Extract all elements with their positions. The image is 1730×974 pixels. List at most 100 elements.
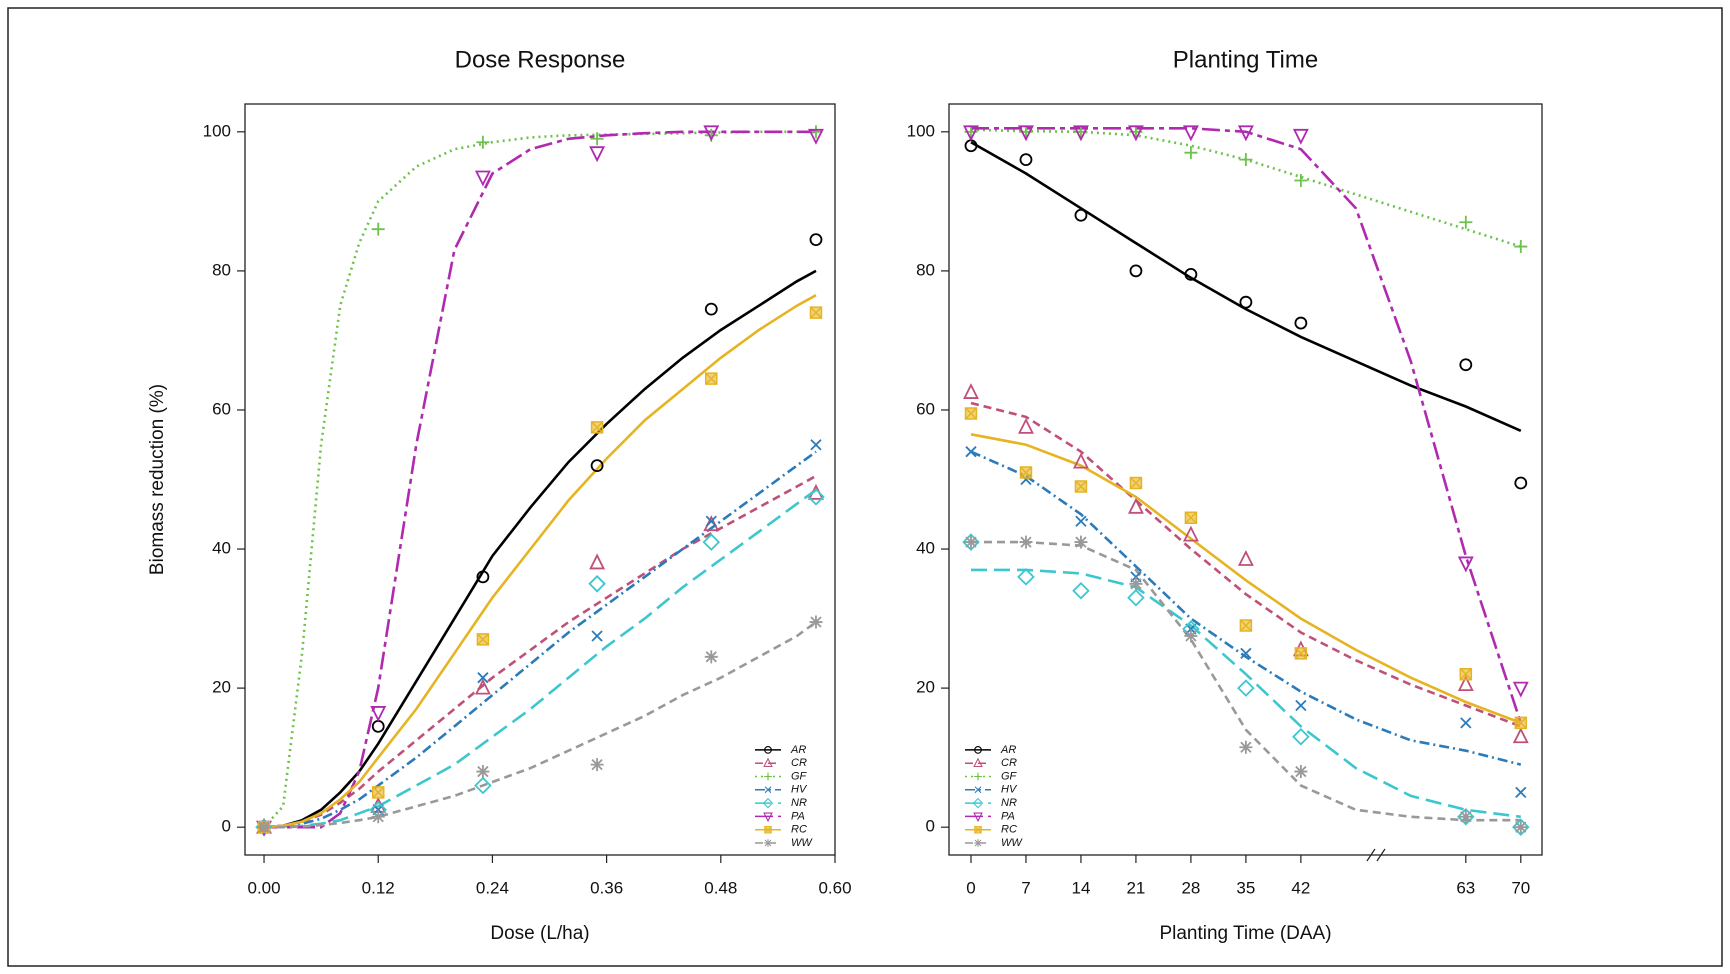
data-point <box>1017 568 1035 586</box>
data-point <box>474 678 491 695</box>
legend-label: AR <box>790 744 806 756</box>
data-point <box>1019 466 1033 479</box>
data-point <box>704 650 718 664</box>
data-point <box>1074 535 1088 549</box>
data-point <box>590 459 604 472</box>
legend-marker <box>974 786 982 794</box>
data-point <box>963 383 979 399</box>
data-point <box>1074 208 1088 222</box>
legend-label: NR <box>791 797 807 809</box>
fit-line <box>970 401 1522 728</box>
fit-line <box>971 127 1523 724</box>
y-tick-label: 80 <box>212 260 231 279</box>
x-tick-label: 0.36 <box>590 878 623 897</box>
x-tick-label: 28 <box>1181 878 1200 897</box>
data-point <box>964 407 978 420</box>
legend-label: HV <box>791 784 808 796</box>
legend-marker <box>764 786 772 794</box>
legend-marker <box>764 746 772 754</box>
legend-marker <box>764 825 772 834</box>
data-point <box>1184 267 1198 281</box>
data-point <box>371 222 385 236</box>
data-point <box>809 615 823 629</box>
data-point <box>1018 417 1034 434</box>
data-point <box>1240 647 1252 659</box>
data-point <box>371 719 385 733</box>
data-point <box>963 125 979 142</box>
data-point <box>1129 577 1143 591</box>
data-point <box>1237 125 1254 142</box>
data-point <box>590 132 604 146</box>
x-tick-label: 35 <box>1236 878 1255 897</box>
x-tick-label: 21 <box>1126 878 1145 897</box>
data-point <box>1237 549 1254 566</box>
x-tick-label: 0.12 <box>362 878 395 897</box>
y-axis-label: Biomass reduction (%) <box>147 384 168 575</box>
legend-label: CR <box>791 757 807 769</box>
x-tick-label: 0.24 <box>476 878 509 897</box>
plot-frame <box>948 103 1543 856</box>
x-tick-label: 0.60 <box>818 878 851 897</box>
x-axis-label: Planting Time (DAA) <box>1159 923 1331 944</box>
data-point <box>1457 675 1474 692</box>
data-point <box>1072 581 1090 600</box>
data-point <box>1295 699 1307 712</box>
legend-marker <box>764 839 772 847</box>
legend-marker <box>973 757 983 768</box>
legend-marker <box>974 746 982 754</box>
fit-line <box>970 450 1522 766</box>
data-point <box>1294 647 1308 660</box>
fit-line <box>264 621 817 829</box>
data-point <box>1072 125 1089 142</box>
y-tick-label: 100 <box>907 121 935 140</box>
x-tick-label: 70 <box>1511 878 1530 897</box>
data-point <box>588 575 606 593</box>
legend-marker <box>974 825 982 834</box>
legend-marker <box>974 772 982 781</box>
y-tick-label: 40 <box>916 539 935 558</box>
fit-line <box>263 450 817 829</box>
data-point <box>1514 820 1528 834</box>
data-point <box>809 306 823 319</box>
legend-label: GF <box>1001 770 1018 782</box>
y-tick-label: 20 <box>916 678 935 697</box>
x-tick-label: 63 <box>1456 878 1475 897</box>
data-point <box>1292 728 1310 746</box>
data-point <box>704 302 718 316</box>
data-point <box>810 439 822 451</box>
legend-label: NR <box>1001 797 1017 809</box>
data-point <box>808 128 824 145</box>
data-point <box>1294 173 1308 187</box>
data-point <box>962 533 980 551</box>
data-point <box>476 633 490 646</box>
fit-line <box>970 433 1522 725</box>
legend-marker <box>764 772 772 781</box>
chart-title: Dose Response <box>455 46 626 73</box>
data-point <box>1184 629 1198 643</box>
legend-label: WW <box>1001 837 1023 849</box>
legend-label: PA <box>791 810 805 822</box>
data-point <box>1239 153 1253 167</box>
legend-label: CR <box>1001 757 1017 769</box>
data-point <box>1074 480 1088 493</box>
data-point <box>1292 128 1309 145</box>
data-point <box>1072 452 1089 469</box>
data-point <box>1512 818 1530 836</box>
data-point <box>1515 786 1527 799</box>
fit-line <box>971 568 1521 819</box>
data-point <box>257 820 271 834</box>
data-point <box>1237 679 1255 697</box>
data-point <box>809 125 823 139</box>
y-tick-label: 0 <box>926 817 935 836</box>
data-point <box>1019 153 1033 167</box>
y-tick-label: 60 <box>916 399 935 418</box>
fit-line <box>263 269 817 829</box>
legend-label: PA <box>1001 810 1015 822</box>
legend-marker <box>974 839 982 847</box>
data-point <box>370 706 387 722</box>
fit-line <box>263 130 816 829</box>
data-point <box>705 372 718 385</box>
data-point <box>476 765 490 779</box>
legend-label: GF <box>791 770 808 782</box>
